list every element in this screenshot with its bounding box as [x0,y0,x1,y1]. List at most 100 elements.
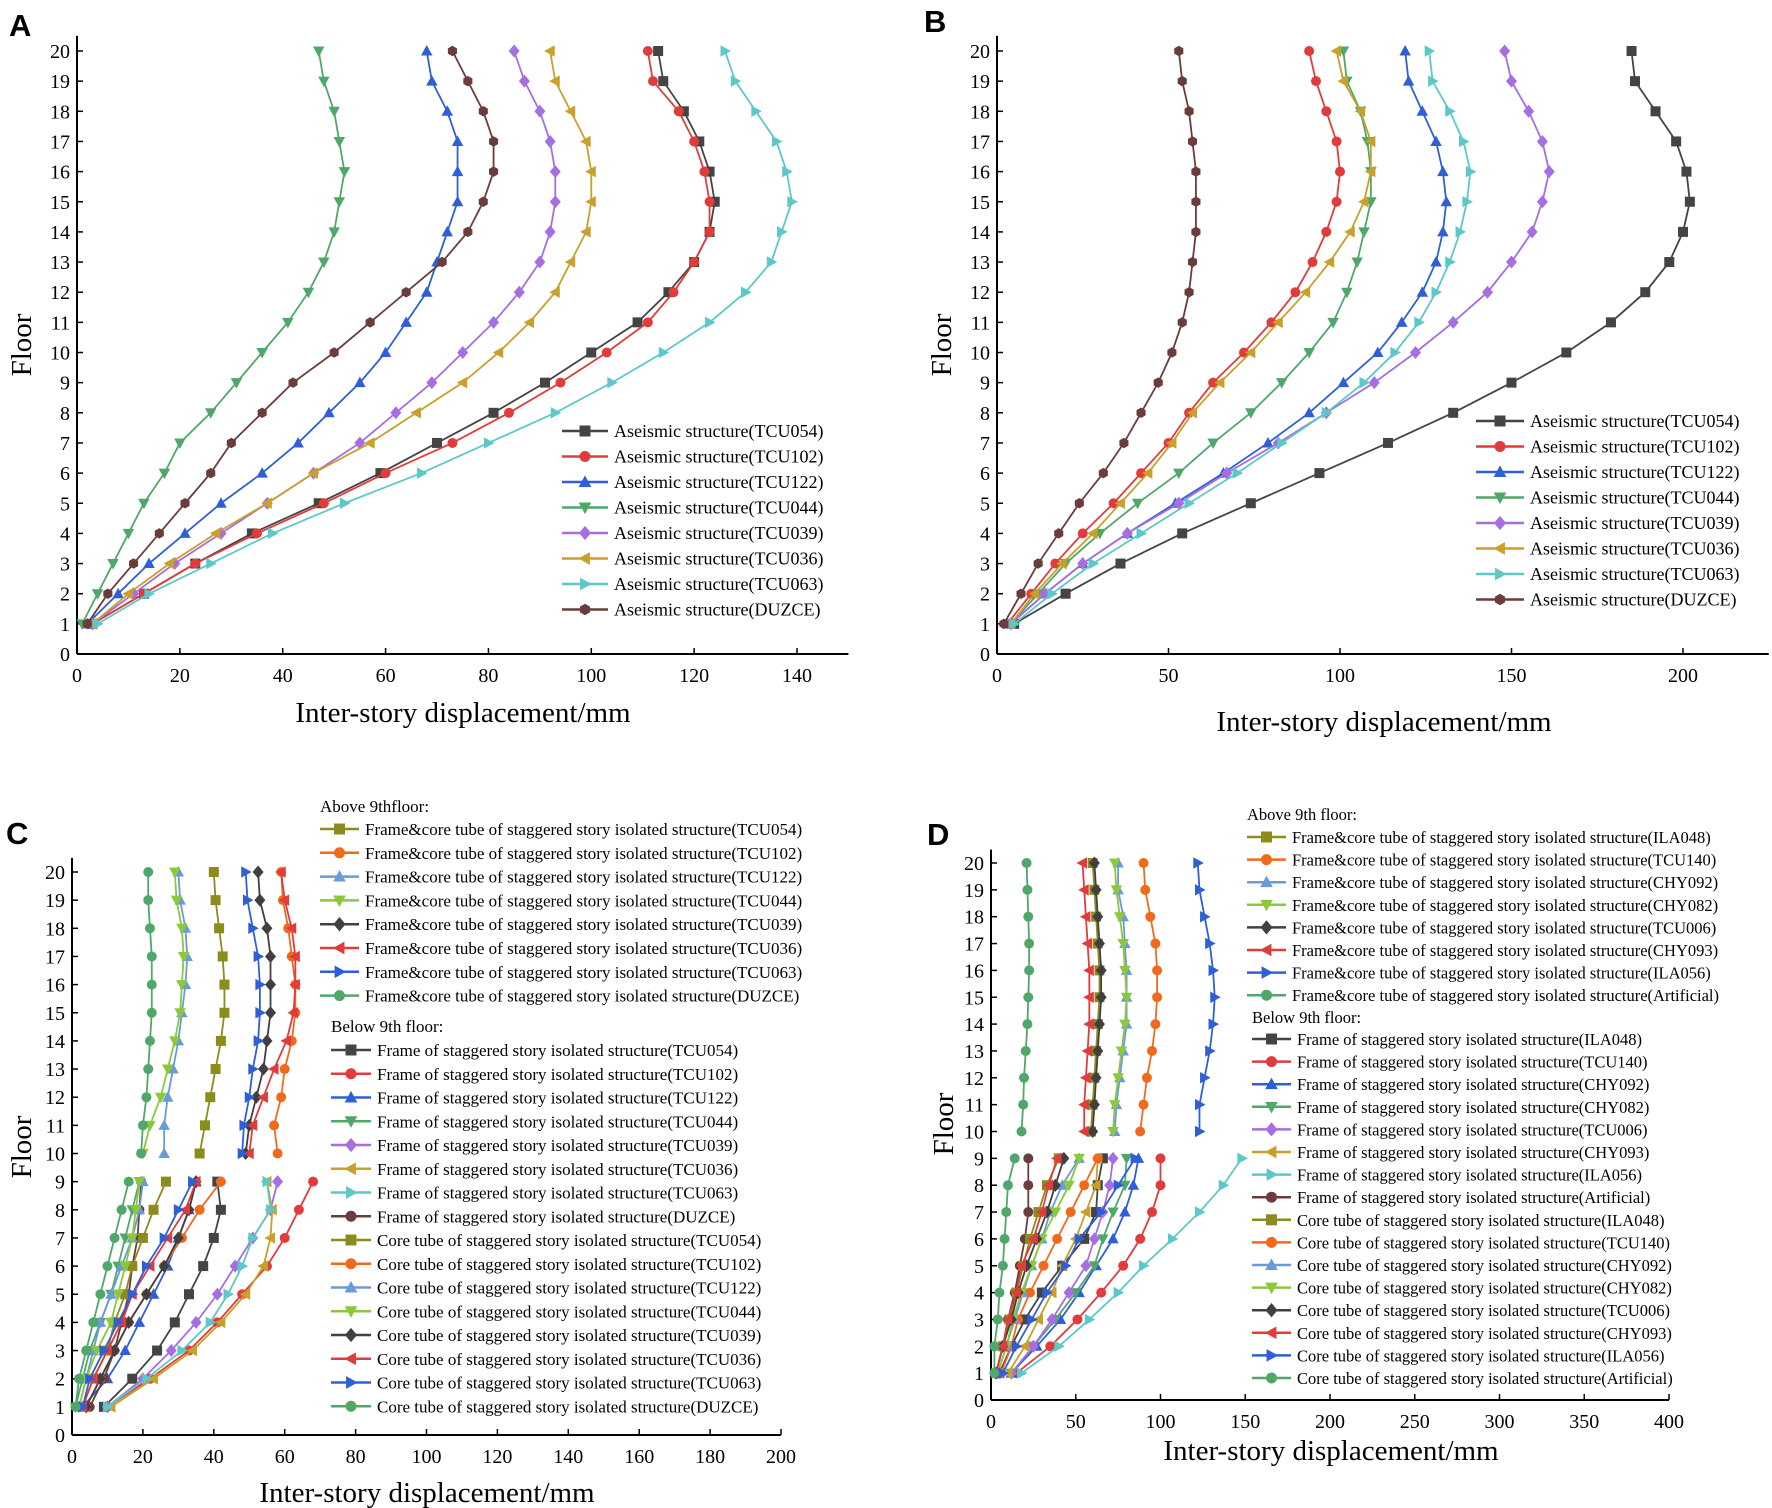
marker-triangle-down [1493,492,1507,505]
marker-diamond [344,1327,358,1343]
marker-circle [1019,1072,1030,1083]
marker-triangle-right [1061,1260,1072,1272]
marker-triangle-up [1493,465,1507,477]
marker-triangle-left [1244,346,1256,359]
marker-square [1664,257,1675,268]
marker-triangle-down [1088,1261,1101,1272]
marker-triangle-down [138,498,150,510]
marker-triangle-right [1208,964,1220,977]
marker-square [704,166,715,177]
series-line [1006,50,1341,625]
marker-diamond [333,917,346,932]
series [998,1152,1142,1379]
marker-diamond [265,1006,277,1020]
x-axis-label: Inter-story displacement/mm [259,1477,595,1508]
y-tick-label: 15 [45,1003,65,1025]
legend-item: Core tube of staggered story isolated st… [331,1326,761,1345]
y-tick-label: 4 [60,523,70,545]
marker-diamond [1265,1122,1278,1137]
marker-hexagon [1098,467,1108,479]
marker-hexagon [478,196,488,207]
marker-circle [1266,1191,1277,1203]
marker-circle [1020,1045,1031,1056]
marker-triangle-right [1011,1340,1023,1353]
marker-triangle-right [771,135,783,148]
x-tick-label: 250 [1400,1411,1430,1433]
y-tick-label: 17 [970,131,990,153]
legend-label: Frame of staggered story isolated struct… [377,1136,738,1155]
marker-hexagon [365,317,375,328]
series [78,1175,199,1413]
marker-square [1036,1287,1047,1298]
marker-circle [136,1148,147,1159]
marker-circle [345,1068,357,1080]
marker-triangle-right [223,1288,234,1300]
y-tick-label: 12 [970,282,990,304]
marker-triangle-left [1035,1206,1047,1218]
legend-label: Core tube of staggered story isolated st… [1297,1233,1670,1252]
legend-label: Aseismic structure(TCU054) [1530,411,1739,432]
marker-triangle-up [105,1288,117,1299]
marker-triangle-up [441,225,454,237]
marker-circle [1001,1207,1012,1218]
marker-circle [137,1120,148,1131]
series [1004,45,1376,630]
marker-circle [95,1289,106,1300]
x-tick-label: 120 [482,1446,512,1468]
marker-diamond [578,525,592,541]
marker-triangle-right [1136,527,1148,540]
series [194,867,230,1159]
marker-triangle-left [246,1119,258,1132]
marker-hexagon [1177,75,1187,87]
legend-label: Frame of staggered story isolated struct… [1297,1075,1649,1094]
marker-diamond [265,949,277,963]
marker-circle [1108,498,1119,509]
marker-triangle-right [1139,1260,1150,1272]
marker-hexagon [437,256,447,268]
marker-diamond [1093,1017,1105,1031]
y-tick-label: 6 [974,1229,984,1251]
marker-triangle-right [253,1035,265,1047]
marker-hexagon [1153,377,1163,388]
x-tick-label: 100 [1325,665,1355,687]
marker-circle [116,1204,127,1215]
marker-triangle-right [1193,857,1204,869]
legend-item: Aseismic structure(TCU044) [562,498,823,519]
x-tick-label: 200 [766,1446,796,1468]
marker-diamond [544,134,556,148]
legend-label: Frame of staggered story isolated struct… [377,1065,738,1084]
marker-triangle-up [451,135,464,146]
marker-triangle-right [85,1372,96,1385]
y-axis-label: Floor [926,313,958,376]
marker-triangle-right [658,346,670,359]
legend-item: Frame of staggered story isolated struct… [1252,1075,1649,1094]
y-tick-label: 2 [60,584,70,606]
marker-triangle-left [1083,1018,1094,1030]
legend-item: Core tube of staggered story isolated st… [331,1350,761,1369]
marker-triangle-down [122,528,135,540]
legend-item: Frame of staggered story isolated struct… [1252,1143,1649,1162]
marker-triangle-right [1445,105,1456,118]
marker-circle [1238,347,1249,358]
x-tick-label: 0 [992,665,1002,687]
marker-circle [269,1120,280,1131]
marker-triangle-up [1437,225,1449,237]
marker-triangle-down [282,317,294,329]
y-tick-label: 6 [60,463,70,485]
legend-label: Frame of staggered story isolated struct… [377,1089,738,1108]
legend-item: Frame of staggered story isolated struct… [1252,1053,1648,1072]
marker-diamond [534,255,546,269]
marker-square [1561,347,1572,358]
marker-triangle-up [379,346,392,357]
marker-circle [276,1092,287,1103]
legend-label: Core tube of staggered story isolated st… [1297,1346,1664,1365]
marker-diamond [1260,920,1273,935]
x-axis-label: Inter-story displacement/mm [1216,706,1552,738]
y-tick-label: 7 [60,433,70,455]
marker-triangle-right [1047,587,1058,600]
y-tick-label: 9 [60,373,70,395]
marker-hexagon [1494,593,1506,606]
marker-circle [1266,1372,1277,1384]
marker-diamond [1493,515,1507,531]
marker-hexagon [489,166,499,177]
